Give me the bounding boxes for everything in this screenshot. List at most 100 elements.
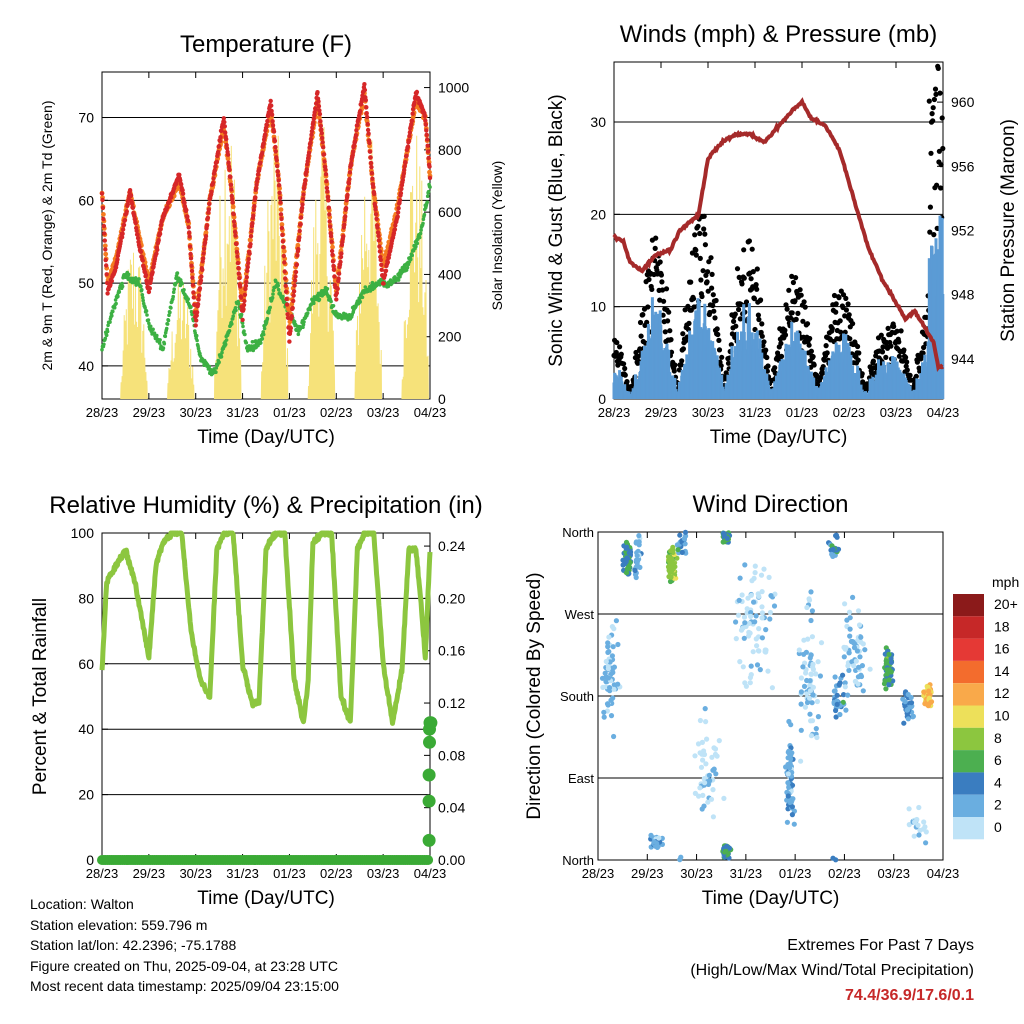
direction-point [810,692,816,698]
winds-ylabel-left: Sonic Wind & Gust (Blue, Black) [546,94,567,366]
direction-point [923,829,929,835]
wind-bar [673,377,677,399]
t2m-series-point [342,217,347,223]
direction-point [738,627,745,633]
t2m-series-point [269,103,274,108]
t2m-series-point [315,90,320,95]
t2m-series-point [103,257,108,263]
direction-point [809,718,816,724]
direction-point [786,748,792,754]
t2m-series-point [157,231,163,237]
direction-point [615,641,621,648]
gust-point [693,252,699,258]
plot-border [597,531,944,861]
t2m-series-point [206,207,211,212]
direction-point [905,691,911,698]
direction-point [772,591,778,597]
dewpoint-series-point [260,336,265,341]
gust-point [659,287,666,293]
dewpoint-series-point [223,342,228,347]
gust-point [741,247,747,253]
gust-point [807,335,813,342]
direction-point [854,648,861,654]
direction-tick-label: West [565,607,595,622]
direction-point [752,570,758,576]
x-tick-label: 31/23 [226,866,259,881]
gust-point [891,323,897,330]
direction-point [789,804,796,810]
gust-point [888,343,894,349]
t2m-series-point [353,133,359,138]
t2m-series-point [395,214,400,219]
t2m-series-point [104,272,109,277]
rh-series [99,530,433,726]
x-tick-label: 02/23 [828,866,861,881]
gust-point [734,266,741,272]
gust-point [739,281,745,287]
dewpoint-series-point [148,324,153,329]
x-tick-label: 30/23 [692,405,725,420]
t2m-series-point [122,217,128,223]
gust-point [709,285,715,291]
dewpoint-series-point [227,329,232,333]
gust-point [842,313,848,319]
x-tick-label: 28/23 [86,405,119,420]
dewpoint-series-point [137,277,141,281]
t2m-series-point [316,104,322,109]
station-location: Location: Walton [30,896,134,912]
direction-point [759,635,766,641]
direction-point [667,569,673,576]
gust-point [667,328,673,334]
gust-point [710,302,716,309]
gust-point [937,90,943,96]
t2m-series-point [407,130,413,135]
direction-point [733,636,739,642]
t2m-series-point [104,263,109,268]
direction-point [886,677,892,683]
direction-point [916,804,922,811]
t2m-series-point [189,268,195,274]
t9m-series-point [230,204,236,210]
t2m-series-point [254,186,259,191]
t2m-series-point [246,260,251,266]
gust-point [790,279,797,286]
direction-point [609,624,616,630]
t2m-series-point [275,169,280,174]
t2m-series-point [372,191,377,197]
t2m-series-point [302,181,308,186]
gust-point [880,344,886,350]
t2m-series-point [376,233,381,239]
direction-point [884,671,890,677]
temperature-title: Temperature (F) [180,31,352,58]
t2m-series-point [282,269,287,274]
gust-point [823,343,829,349]
gust-point [702,242,709,248]
x-tick-label: 29/23 [133,405,166,420]
dewpoint-series-point [234,308,238,313]
t2m-series-point [194,310,200,315]
dewpoint-series-point [193,331,197,335]
direction-point [818,640,825,646]
gust-point [644,319,650,325]
t2m-series-point [216,143,222,149]
gust-point [845,301,851,307]
direction-point [601,709,607,715]
direction-point [834,534,840,540]
direction-point [601,714,607,720]
gust-point [699,293,705,300]
t2m-series-point [393,223,398,228]
t2m-series-point [379,262,384,267]
t2m-series-point [222,119,227,125]
direction-point [712,751,719,757]
direction-point [697,717,704,724]
direction-point [706,772,713,778]
t2m-series-point [236,265,241,271]
y2-tick-label: 956 [951,158,975,174]
t2m-series-point [339,251,344,256]
t2m-series-point [402,164,407,169]
wind-bar [844,334,848,399]
t2m-series-point [255,176,260,182]
direction-point [624,544,630,550]
dewpoint-series-point [207,364,212,369]
